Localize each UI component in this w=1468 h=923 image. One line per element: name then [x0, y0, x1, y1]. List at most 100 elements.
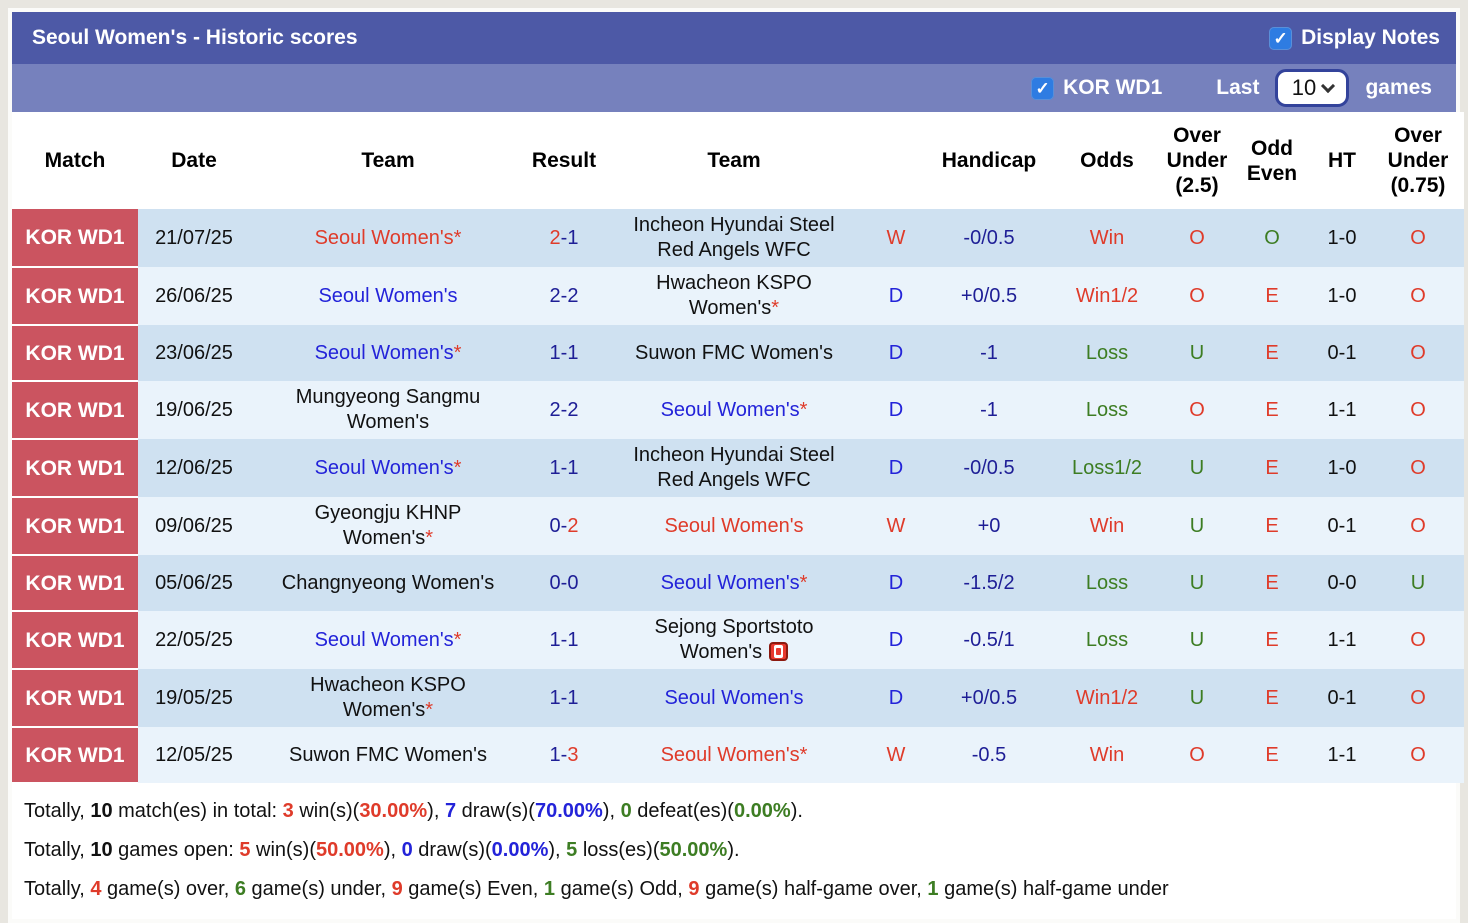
summary-segment: ). [727, 839, 740, 861]
wdl-cell: D [888, 398, 904, 421]
ht-cell: 1-0 [1327, 284, 1357, 307]
team-away-name[interactable]: Hwacheon KSPO Women's* [656, 272, 812, 319]
team-away-cell: Sejong Sportstoto Women's [602, 611, 866, 669]
away-score: 0 [567, 571, 579, 594]
team-away-name[interactable]: Seoul Women's [664, 686, 804, 709]
match-league-cell: KOR WD1 [12, 669, 138, 728]
team-home-cell: Suwon FMC Women's [250, 727, 526, 783]
summary-segment: 10 [90, 839, 113, 861]
home-score: 1 [549, 628, 561, 651]
team-away-cell: Hwacheon KSPO Women's* [602, 267, 866, 325]
wdl-cell: D [888, 628, 904, 651]
team-away-cell: Suwon FMC Women's [602, 325, 866, 381]
table-row: KOR WD1 19/05/25 Hwacheon KSPO Women's* 1-1 S… [12, 669, 1464, 728]
team-away-name[interactable]: Seoul Women's* [660, 571, 808, 594]
odd-even-cell: E [1265, 743, 1279, 766]
games-count-select[interactable]: 10 [1275, 69, 1350, 107]
handicap-cell: +0/0.5 [960, 284, 1018, 307]
star-marker: * [425, 699, 434, 721]
over-under-25-cell: U [1189, 686, 1205, 709]
ht-cell: 1-0 [1327, 456, 1357, 479]
display-notes-checkbox-icon[interactable]: ✓ [1269, 26, 1293, 50]
ht-cell: 0-1 [1327, 514, 1357, 537]
star-marker: * [799, 571, 808, 594]
odds-cell: Win [1089, 743, 1125, 766]
home-score: 1 [549, 686, 561, 709]
home-score: 2 [549, 398, 561, 421]
over-under-075-cell: U [1410, 571, 1426, 594]
display-notes-label: Display Notes [1301, 26, 1440, 49]
odd-even-cell: E [1265, 514, 1279, 537]
team-away-name[interactable]: Seoul Women's* [660, 743, 808, 766]
team-home-name[interactable]: Mungyeong Sangmu Women's [295, 386, 481, 433]
home-score: 0 [549, 514, 561, 537]
team-home-name[interactable]: Gyeongju KHNP Women's* [314, 502, 462, 549]
over-under-075-cell: O [1410, 686, 1426, 709]
table-head-row: Match Date Team Result Team Handicap Odds Over U… [12, 112, 1464, 209]
summary-segment: 0 [401, 839, 413, 861]
over-under-075-cell: O [1410, 284, 1426, 307]
away-score: 3 [567, 743, 579, 766]
team-home-name[interactable]: Seoul Women's [318, 284, 458, 307]
summary-segment: 9 [391, 878, 403, 900]
match-league-cell: KOR WD1 [12, 209, 138, 268]
column-header-odd-even: Odd Even [1232, 112, 1312, 209]
column-header-team-away: Team [602, 112, 866, 209]
away-score: 1 [567, 686, 579, 709]
ht-cell: 1-1 [1327, 743, 1357, 766]
match-league-cell: KOR WD1 [12, 497, 138, 556]
team-away-name[interactable]: Sejong Sportstoto Women's [654, 616, 814, 663]
team-home-name[interactable]: Hwacheon KSPO Women's* [310, 674, 466, 721]
over-under-075-cell: O [1410, 628, 1426, 651]
team-home-name[interactable]: Seoul Women's* [314, 226, 462, 249]
team-away-name[interactable]: Seoul Women's* [660, 398, 808, 421]
summary-segment: draw(s)( [456, 800, 535, 822]
result-cell: 2-1 [526, 209, 602, 267]
team-home-name[interactable]: Changnyeong Women's [281, 571, 495, 594]
result-cell: 1-1 [526, 669, 602, 727]
odd-even-cell: O [1264, 226, 1280, 249]
wdl-cell: D [888, 456, 904, 479]
over-under-25-cell: U [1189, 571, 1205, 594]
display-notes-toggle[interactable]: ✓ Display Notes [1269, 26, 1440, 50]
odd-even-cell: E [1265, 628, 1279, 651]
star-marker: * [453, 628, 462, 651]
summary-segment: 0 [620, 800, 632, 822]
summary-segment: ), [548, 839, 567, 861]
score-dash: - [560, 628, 568, 651]
result-cell: 1-3 [526, 727, 602, 783]
odds-cell: Win [1089, 226, 1125, 249]
summary-segment: game(s) half-game under [938, 878, 1169, 900]
summary-segment: 1 [543, 878, 556, 900]
score-dash: - [560, 686, 568, 709]
team-away-name[interactable]: Incheon Hyundai Steel Red Angels WFC [633, 214, 835, 261]
score-dash: - [560, 341, 568, 364]
column-header-over-under-075: Over Under (0.75) [1372, 112, 1464, 209]
score-dash: - [560, 456, 568, 479]
team-away-name[interactable]: Incheon Hyundai Steel Red Angels WFC [633, 444, 835, 491]
team-home-name[interactable]: Seoul Women's* [314, 341, 462, 364]
team-home-name[interactable]: Seoul Women's* [314, 456, 462, 479]
away-score: 2 [567, 284, 579, 307]
team-away-name[interactable]: Seoul Women's [664, 514, 804, 537]
ht-cell: 1-1 [1327, 398, 1357, 421]
team-away-name[interactable]: Suwon FMC Women's [635, 341, 833, 364]
chevron-down-icon [1321, 78, 1336, 93]
league-filter-toggle[interactable]: ✓ KOR WD1 [1031, 76, 1162, 100]
over-under-075-cell: O [1410, 456, 1426, 479]
league-checkbox-icon[interactable]: ✓ [1031, 76, 1055, 100]
odds-cell: Loss [1085, 341, 1129, 364]
odds-cell: Win [1089, 514, 1125, 537]
historic-scores-panel: Seoul Women's - Historic scores ✓ Displa… [8, 8, 1464, 923]
team-home-name[interactable]: Suwon FMC Women's [289, 743, 487, 766]
team-home-name[interactable]: Seoul Women's* [314, 628, 462, 651]
games-label: games [1365, 76, 1432, 99]
summary-segment: 3 [282, 800, 294, 822]
team-home-cell: Seoul Women's* [250, 611, 526, 669]
summary-segment: 4 [90, 878, 102, 900]
ht-cell: 0-1 [1327, 341, 1357, 364]
odd-even-cell: E [1265, 456, 1279, 479]
star-marker: * [453, 341, 462, 364]
result-cell: 0-0 [526, 555, 602, 611]
odds-cell: Loss [1085, 398, 1129, 421]
